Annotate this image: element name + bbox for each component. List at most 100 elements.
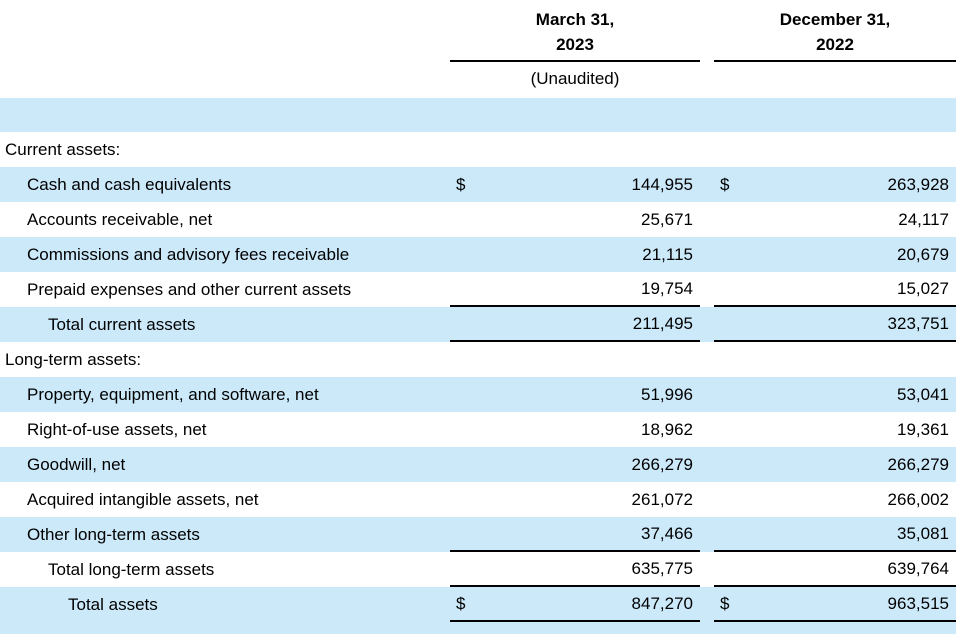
value-number: 53,041	[897, 384, 949, 404]
row-label: Right-of-use assets, net	[27, 419, 207, 439]
table-row: Total long-term assets 635,775 639,764	[0, 552, 956, 587]
column-gap	[700, 517, 714, 552]
value-cell: 635,775	[450, 552, 700, 587]
value-cell: 24,117	[714, 202, 956, 237]
value-cell: 19,754	[450, 272, 700, 307]
column-gap	[700, 237, 714, 272]
table-row: Current assets:	[0, 132, 956, 167]
column-gap	[700, 167, 714, 202]
table-header-row: March 31, 2023 December 31, 2022	[0, 0, 956, 62]
value-cell: 35,081	[714, 517, 956, 552]
table-subheader-row: (Unaudited)	[0, 62, 956, 98]
row-label: Commissions and advisory fees receivable	[27, 244, 350, 264]
column-gap	[700, 132, 714, 167]
subheader-label-spacer	[0, 62, 450, 98]
value-number: 15,027	[897, 278, 949, 298]
dollar-sign: $	[456, 174, 466, 194]
value-number: 266,279	[631, 454, 693, 474]
value-number: 261,072	[631, 489, 693, 509]
value-cell	[450, 132, 700, 167]
value-number: 19,361	[897, 419, 949, 439]
table-row: Right-of-use assets, net 18,962 19,361	[0, 412, 956, 447]
value-number: 144,955	[631, 174, 693, 194]
value-number: 37,466	[641, 523, 693, 543]
value-cell: 53,041	[714, 377, 956, 412]
value-number: 24,117	[898, 209, 949, 229]
value-number: 266,279	[887, 454, 949, 474]
table-row: Cash and cash equivalents $144,955 $263,92…	[0, 167, 956, 202]
column-gap	[700, 447, 714, 482]
value-number: 18,962	[641, 419, 693, 439]
column-header-line1: December 31,	[779, 10, 891, 29]
row-label: Long-term assets:	[5, 349, 142, 369]
value-cell	[714, 342, 956, 377]
column-gap	[700, 272, 714, 307]
value-cell: $963,515	[714, 587, 956, 622]
dollar-sign: $	[720, 593, 730, 613]
row-label: Total long-term assets	[48, 559, 215, 579]
table-row: Goodwill, net 266,279 266,279	[0, 447, 956, 482]
dollar-sign: $	[456, 593, 466, 613]
value-cell: 19,361	[714, 412, 956, 447]
table-row: Total assets $847,270 $963,515	[0, 587, 956, 622]
value-cell	[714, 132, 956, 167]
value-cell: 15,027	[714, 272, 956, 307]
value-cell: 20,679	[714, 237, 956, 272]
value-number: 35,081	[897, 523, 949, 543]
value-number: 211,495	[632, 313, 693, 333]
table-row: Accounts receivable, net 25,671 24,117	[0, 202, 956, 237]
unaudited-label: (Unaudited)	[530, 69, 620, 88]
row-label: Acquired intangible assets, net	[27, 489, 259, 509]
row-label: Goodwill, net	[27, 454, 126, 474]
column-gap	[700, 412, 714, 447]
column-header-line2: 2023	[556, 35, 594, 54]
column-gap	[700, 202, 714, 237]
value-number: 51,996	[641, 384, 693, 404]
spacer-row	[0, 98, 956, 132]
value-number: 635,775	[631, 558, 693, 578]
value-number: 19,754	[641, 278, 693, 298]
value-cell	[450, 342, 700, 377]
header-label-spacer	[0, 0, 450, 62]
row-label: Property, equipment, and software, net	[27, 384, 319, 404]
dollar-sign: $	[720, 174, 730, 194]
value-cell: 639,764	[714, 552, 956, 587]
column-header-line1: March 31,	[535, 10, 615, 29]
row-label: Accounts receivable, net	[27, 209, 213, 229]
value-cell: 211,495	[450, 307, 700, 342]
value-cell: 261,072	[450, 482, 700, 517]
value-cell: $847,270	[450, 587, 700, 622]
column-header-march-2023: March 31, 2023	[450, 0, 700, 62]
row-label: Other long-term assets	[27, 524, 200, 544]
column-header-december-2022: December 31, 2022	[714, 0, 956, 62]
row-label: Cash and cash equivalents	[27, 174, 232, 194]
value-cell: 266,279	[450, 447, 700, 482]
value-cell: 323,751	[714, 307, 956, 342]
row-label: Total current assets	[48, 314, 196, 334]
value-number: 323,751	[887, 313, 949, 333]
column-gap	[700, 587, 714, 622]
value-cell: 25,671	[450, 202, 700, 237]
value-number: 20,679	[897, 244, 949, 264]
value-number: 266,002	[887, 489, 949, 509]
spacer-row	[0, 622, 956, 634]
value-cell: 37,466	[450, 517, 700, 552]
column-gap	[700, 377, 714, 412]
column-header-line2: 2022	[816, 35, 854, 54]
column-gap	[700, 307, 714, 342]
row-label: Prepaid expenses and other current asset…	[27, 279, 352, 299]
table-row: Prepaid expenses and other current asset…	[0, 272, 956, 307]
table-row: Acquired intangible assets, net 261,072 26…	[0, 482, 956, 517]
column-gap	[700, 342, 714, 377]
row-label: Total assets	[68, 594, 158, 614]
row-label: Current assets:	[5, 139, 121, 159]
value-cell: 18,962	[450, 412, 700, 447]
column-gap	[700, 482, 714, 517]
table-rows: Current assets: Cash and cash equivalents…	[0, 98, 956, 634]
table-row: Other long-term assets 37,466 35,081	[0, 517, 956, 552]
table-row: Long-term assets:	[0, 342, 956, 377]
value-cell: 51,996	[450, 377, 700, 412]
value-number: 21,115	[642, 244, 693, 264]
value-cell: 266,002	[714, 482, 956, 517]
